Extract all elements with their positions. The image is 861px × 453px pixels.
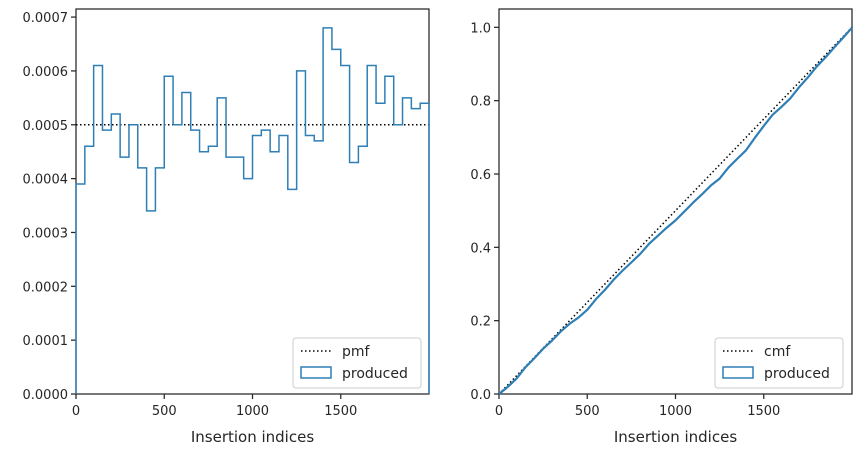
- histogram-bin: [111, 114, 120, 394]
- histogram-legend: pmf produced: [292, 337, 422, 389]
- histogram-panel: 0 500 1000 1500 0.00000.00010.00020.00030.0…: [23, 8, 430, 446]
- histogram-bin: [164, 76, 173, 394]
- x-tick-label: 0: [495, 404, 503, 419]
- histogram-bin: [94, 66, 103, 394]
- y-tick-label: 0.0001: [23, 334, 69, 349]
- histogram-bin: [129, 125, 138, 394]
- x-tick-label: 1000: [236, 404, 269, 419]
- histogram-bin: [76, 184, 85, 394]
- histogram-bin: [208, 146, 217, 394]
- cumulative-legend: cmf produced: [714, 337, 844, 389]
- x-tick-label: 1000: [659, 404, 692, 419]
- histogram-bin: [235, 157, 244, 394]
- x-tick-label: 0: [72, 404, 80, 419]
- x-tick-label: 500: [575, 404, 600, 419]
- y-tick-label: 0.0002: [23, 280, 69, 295]
- cumulative-y-ticks: 0.0 0.2 0.4 0.6 0.8 1.0: [470, 21, 499, 403]
- y-tick-label: 0.2: [470, 315, 491, 330]
- histogram-bin: [120, 157, 129, 394]
- y-tick-label: 0.0000: [23, 388, 69, 403]
- produced-legend-swatch: [300, 366, 332, 379]
- y-tick-label: 0.6: [470, 168, 491, 183]
- histogram-bin: [226, 157, 235, 394]
- histogram-bin: [200, 152, 209, 394]
- histogram-marks: [75, 27, 430, 394]
- histogram-bin: [138, 168, 147, 394]
- histogram-bin: [155, 168, 164, 394]
- y-tick-label: 0.8: [470, 95, 491, 110]
- y-tick-label: 0.0: [470, 388, 491, 403]
- cumulative-panel: 0 500 1000 1500 0.0 0.2 0.4 0.6 0.8 1.0 Insertio…: [470, 8, 853, 446]
- produced-legend-swatch: [722, 366, 754, 379]
- produced-legend-label: produced: [764, 366, 830, 382]
- cumulative-plot-area: [498, 8, 853, 395]
- y-tick-label: 1.0: [470, 21, 491, 36]
- y-tick-label: 0.4: [470, 241, 491, 256]
- histogram-bin: [261, 130, 270, 394]
- y-tick-label: 0.0007: [23, 11, 69, 26]
- cumulative-marks: [498, 26, 853, 395]
- x-tick-label: 1500: [747, 404, 780, 419]
- cumulative-x-axis-label: Insertion indices: [614, 428, 737, 446]
- x-tick-label: 500: [152, 404, 177, 419]
- y-tick-label: 0.0005: [23, 119, 69, 134]
- y-tick-label: 0.0004: [23, 173, 69, 188]
- histogram-y-ticks: 0.0000 0.0001 0.0002 0.0003 0.0004 0.0005 0.00…: [23, 11, 76, 403]
- histogram-bin: [244, 179, 253, 394]
- histogram-bin: [147, 211, 156, 394]
- histogram-x-ticks: 0 500 1000 1500: [72, 394, 357, 419]
- produced-histogram-step: [75, 27, 430, 394]
- y-tick-label: 0.0003: [23, 226, 69, 241]
- x-tick-label: 1500: [324, 404, 357, 419]
- histogram-bin: [182, 92, 191, 394]
- cmf-legend-label: cmf: [764, 344, 791, 360]
- histogram-bin: [279, 136, 288, 394]
- histogram-bin: [85, 146, 94, 394]
- histogram-bin: [217, 98, 226, 394]
- produced-cumulative-line: [498, 26, 853, 395]
- histogram-x-axis-label: Insertion indices: [191, 428, 314, 446]
- histogram-bin: [173, 125, 182, 394]
- cumulative-x-ticks: 0 500 1000 1500: [495, 394, 780, 419]
- produced-legend-label: produced: [342, 366, 408, 382]
- cmf-reference-line: [498, 26, 853, 395]
- pmf-legend-label: pmf: [342, 344, 371, 360]
- histogram-bin: [102, 130, 111, 394]
- y-tick-label: 0.0006: [23, 65, 69, 80]
- histogram-plot-area: [75, 8, 430, 395]
- histogram-bin: [253, 136, 262, 394]
- histogram-bin: [270, 152, 279, 394]
- histogram-bin: [191, 130, 200, 394]
